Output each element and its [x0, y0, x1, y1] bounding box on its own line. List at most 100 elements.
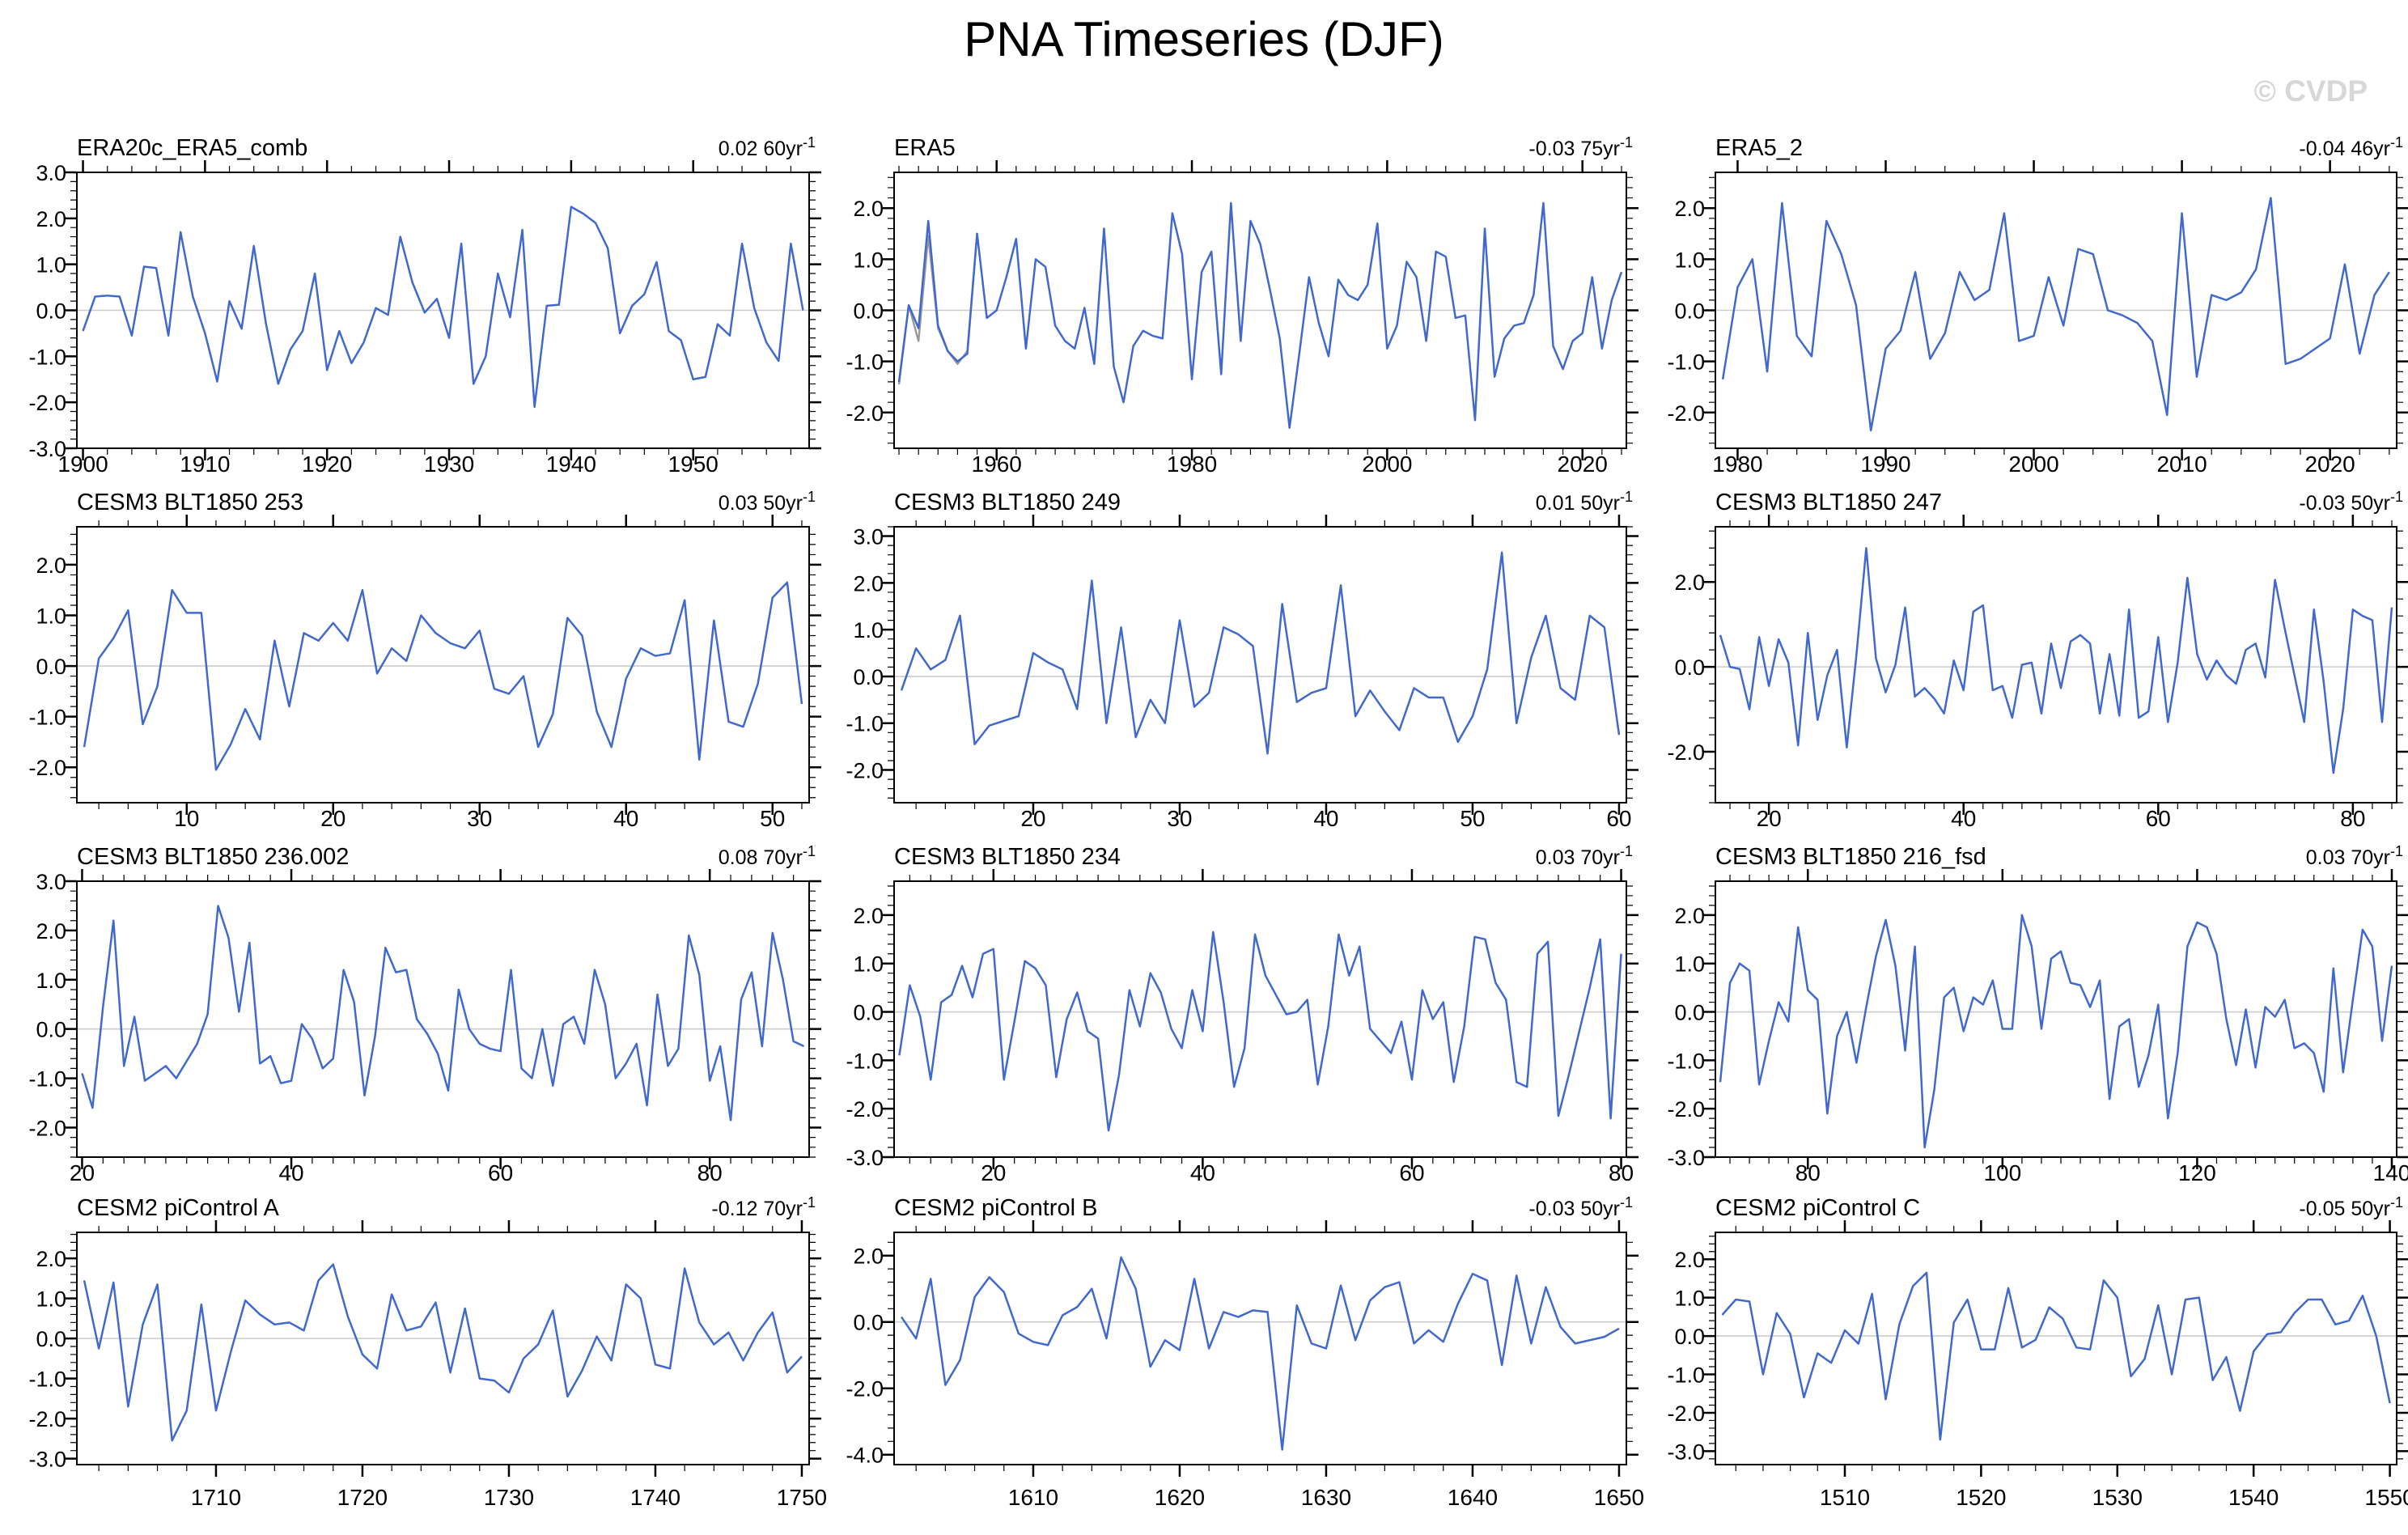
x-tick-label: 2020: [2304, 452, 2355, 475]
x-tick-label: 1510: [1820, 1485, 1870, 1510]
y-tick-label: 0.0: [1674, 655, 1705, 680]
x-tick-label: 1950: [668, 452, 719, 475]
y-tick-label: 2.0: [853, 904, 884, 928]
y-tick-label: 3.0: [36, 161, 66, 185]
y-tick-label: -2.0: [846, 401, 884, 426]
y-tick-label: 3.0: [853, 525, 884, 549]
plot-area: 1980 1990 2000 2010 2020 -2.0 -1.0 0.0 1.0 2.0 ERA…: [1667, 134, 2408, 477]
plot-area: 20 40 60 80 -2.0 0.0 2.0 CESM3 BLT1850 247 -0.03…: [1667, 489, 2408, 831]
cvdp-watermark: © CVDP: [2253, 74, 2368, 108]
y-tick-label: 0.0: [36, 1018, 66, 1042]
x-tick-label: 20: [70, 1160, 95, 1184]
plot-area: 1710 1720 1730 1740 1750 -3.0 -2.0 -1.0 0.0 1.0 2.…: [28, 1194, 827, 1510]
y-tick-label: 1.0: [36, 1287, 66, 1312]
y-tick-label: -2.0: [28, 391, 66, 415]
x-tick-label: 2000: [2008, 452, 2058, 475]
minor-ticks: [1709, 520, 2403, 809]
timeseries-panel: 1710 1720 1730 1740 1750 -3.0 -2.0 -1.0 0.0 1.0 2.…: [24, 1181, 833, 1535]
y-tick-label: -2.0: [846, 759, 884, 783]
y-tick-label: -1.0: [28, 1067, 66, 1092]
x-tick-label: 20: [981, 1160, 1006, 1184]
major-ticks: [882, 160, 1639, 460]
timeseries-panel: 1960 1980 2000 2020 -2.0 -1.0 0.0 1.0 2.0 ERA5 -0.…: [842, 121, 1659, 479]
y-tick-label: -3.0: [846, 1146, 884, 1170]
series-line: [898, 931, 1622, 1132]
x-tick-label: 1640: [1448, 1485, 1498, 1510]
trend-label: 0.03 70yr-1: [2306, 843, 2403, 869]
plot-box: [76, 526, 810, 804]
y-tick-label: -2.0: [846, 1377, 884, 1401]
y-tick-label: 2.0: [36, 919, 66, 943]
major-ticks: [65, 515, 821, 815]
x-tick-label: 1900: [57, 452, 108, 475]
x-tick-label: 20: [320, 806, 346, 829]
series-line: [82, 206, 804, 409]
y-tick-label: -1.0: [846, 712, 884, 736]
major-ticks: [65, 1220, 821, 1477]
minor-ticks: [70, 1226, 816, 1471]
x-tick-label: 1990: [1860, 452, 1910, 475]
minor-ticks: [888, 520, 1633, 809]
plot-box: [1715, 1232, 2397, 1465]
x-tick-label: 1730: [484, 1485, 534, 1510]
minor-ticks: [1709, 875, 2403, 1164]
major-ticks: [882, 515, 1639, 815]
minor-ticks: [70, 875, 816, 1164]
y-tick-label: 1.0: [853, 952, 884, 977]
y-tick-label: 2.0: [1674, 570, 1705, 595]
y-tick-label: 0.0: [1674, 299, 1705, 324]
y-tick-label: -4.0: [846, 1444, 884, 1468]
x-tick-label: 80: [697, 1160, 723, 1184]
x-tick-label: 40: [613, 806, 638, 829]
timeseries-panel: 1900 1910 1920 1930 1940 1950 -3.0 -2.0 -1.0 0.0 1…: [24, 121, 833, 479]
y-tick-label: 1.0: [36, 604, 66, 628]
series-line: [83, 581, 803, 771]
plot-box: [1715, 880, 2397, 1158]
y-tick-label: 1.0: [36, 253, 66, 278]
trend-label: -0.12 70yr-1: [711, 1194, 816, 1220]
y-tick-label: -1.0: [1667, 350, 1705, 375]
x-tick-label: 60: [1399, 1160, 1424, 1184]
x-tick-label: 40: [1190, 1160, 1215, 1184]
x-tick-label: 1940: [546, 452, 596, 475]
y-tick-label: 2.0: [36, 1247, 66, 1271]
y-tick-label: -2.0: [1667, 401, 1705, 426]
plot-area: 1610 1620 1630 1640 1650 -4.0 -2.0 0.0 2.0 CESM2 …: [846, 1194, 1644, 1510]
y-tick-label: -3.0: [1667, 1440, 1705, 1464]
x-tick-label: 1910: [180, 452, 230, 475]
minor-ticks: [888, 875, 1633, 1164]
x-tick-label: 20: [1020, 806, 1045, 829]
timeseries-panel: 1510 1520 1530 1540 1550 -3.0 -2.0 -1.0 0.0 1.0 2.…: [1663, 1181, 2408, 1535]
x-tick-label: 1720: [337, 1485, 388, 1510]
x-tick-label: 1920: [302, 452, 352, 475]
panel-title: CESM3 BLT1850 236.002: [77, 844, 349, 870]
y-tick-label: -1.0: [846, 350, 884, 375]
y-tick-label: -2.0: [1667, 740, 1705, 765]
major-ticks: [882, 1220, 1639, 1477]
x-tick-label: 80: [1795, 1160, 1821, 1184]
x-tick-label: 1740: [630, 1485, 680, 1510]
timeseries-panel: 20 40 60 80 -2.0 -1.0 0.0 1.0 2.0 3.0 CESM3 BLT185…: [24, 830, 833, 1188]
panel-title: CESM3 BLT1850 216_fsd: [1715, 844, 1986, 870]
trend-label: -0.03 50yr-1: [2299, 489, 2403, 515]
y-tick-label: -1.0: [1667, 1363, 1705, 1388]
x-tick-label: 40: [1951, 806, 1976, 829]
plot-area: 80 100 120 140 -3.0 -2.0 -1.0 0.0 1.0 2.0 CESM3 BL…: [1667, 843, 2408, 1185]
y-tick-label: 2.0: [1674, 1248, 1705, 1272]
x-tick-label: 1520: [1956, 1485, 2006, 1510]
y-tick-label: 0.0: [853, 1001, 884, 1025]
x-tick-label: 2020: [1558, 452, 1608, 475]
y-tick-label: 0.0: [36, 655, 66, 679]
plot-box: [893, 880, 1627, 1158]
figure-title: PNA Timeseries (DJF): [964, 12, 1444, 66]
timeseries-panel: 20 40 60 80 -2.0 0.0 2.0 CESM3 BLT1850 247 -0.03…: [1663, 476, 2408, 833]
x-tick-label: 100: [1983, 1160, 2021, 1184]
x-tick-label: 1620: [1155, 1485, 1205, 1510]
plot-area: 20 40 60 80 -2.0 -1.0 0.0 1.0 2.0 3.0 CESM3 BLT185…: [28, 843, 821, 1185]
x-tick-label: 1630: [1301, 1485, 1351, 1510]
x-tick-label: 140: [2373, 1160, 2408, 1184]
timeseries-panel: 1610 1620 1630 1640 1650 -4.0 -2.0 0.0 2.0 CESM2 …: [842, 1181, 1659, 1535]
series-line: [900, 551, 1621, 755]
panel-title: ERA5_2: [1715, 135, 1803, 161]
